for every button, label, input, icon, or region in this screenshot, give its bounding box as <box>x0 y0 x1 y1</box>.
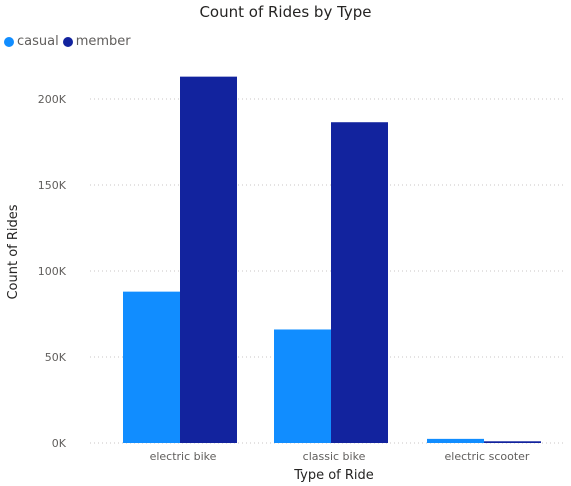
y-tick-label: 200K <box>38 93 67 106</box>
y-axis-title: Count of Rides <box>6 204 21 299</box>
legend-swatch-member <box>62 36 73 47</box>
legend[interactable]: casual member <box>4 34 135 49</box>
bar-member-classic-bike[interactable] <box>331 122 388 443</box>
bars <box>123 76 541 443</box>
x-tick-label: electric bike <box>150 450 217 463</box>
chart-title: Count of Rides by Type <box>199 3 372 21</box>
y-tick-label: 150K <box>38 179 67 192</box>
legend-item-casual[interactable]: casual <box>4 34 59 49</box>
legend-swatch-casual <box>4 36 14 47</box>
x-axis-title: Type of Ride <box>293 468 374 483</box>
legend-label-casual: casual <box>17 34 59 49</box>
legend-item-member[interactable]: member <box>62 34 131 49</box>
y-axis-ticks: 0K 50K 100K 150K 200K <box>38 93 67 450</box>
bar-casual-electric-bike[interactable] <box>123 291 180 443</box>
legend-label-member: member <box>75 34 131 49</box>
bar-member-electric-scooter[interactable] <box>484 441 541 443</box>
y-tick-label: 50K <box>45 351 67 364</box>
x-axis-ticks: electric bike classic bike electric scoote… <box>150 450 530 463</box>
x-tick-label: classic bike <box>303 450 366 463</box>
bar-casual-electric-scooter[interactable] <box>427 438 484 443</box>
y-tick-label: 100K <box>38 265 67 278</box>
bar-casual-classic-bike[interactable] <box>274 329 331 443</box>
bar-member-electric-bike[interactable] <box>180 76 237 443</box>
y-tick-label: 0K <box>52 437 67 450</box>
x-tick-label: electric scooter <box>445 450 530 463</box>
